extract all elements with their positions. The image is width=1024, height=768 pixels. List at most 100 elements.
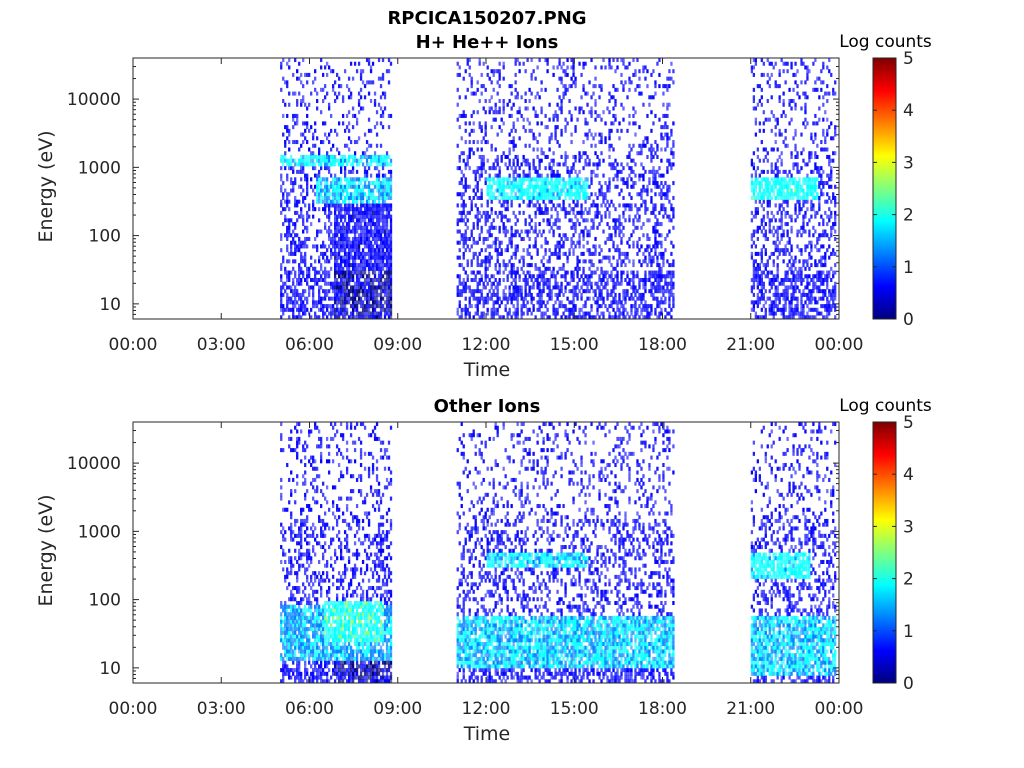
spectrogram-cell [612,300,615,305]
spectrogram-cell [578,169,581,174]
spectrogram-cell [300,259,303,264]
spectrogram-cell [594,281,597,286]
spectrogram-cell [586,296,589,301]
spectrogram-cell [327,102,331,107]
spectrogram-cell [339,154,343,159]
spectrogram-cell [347,158,351,163]
spectrogram-cell [502,222,505,227]
spectrogram-cell [596,207,599,212]
spectrogram-cell [540,151,543,156]
spectrogram-cell [642,184,645,189]
spectrogram-cell [389,225,393,230]
spectrogram-cell [750,233,754,238]
spectrogram-cell [578,184,581,189]
spectrogram-cell [514,233,517,238]
spectrogram-cell [632,274,635,279]
spectrogram-cell [337,281,341,286]
spectrogram-cell [357,136,361,141]
spectrogram-cell [548,102,551,107]
spectrogram-cell [508,177,511,182]
spectrogram-cell [760,218,763,223]
spectrogram-cell [349,169,353,174]
spectrogram-cell [316,233,319,238]
spectrogram-cell [280,158,283,163]
spectrogram-cell [310,222,313,227]
spectrogram-cell [510,140,513,145]
spectrogram-cell [558,248,561,253]
spectrogram-cell [363,222,367,227]
spectrogram-cell [341,214,345,219]
spectrogram-cell [329,158,333,163]
spectrogram-cell [654,169,657,174]
spectrogram-cell [371,255,375,260]
spectrogram-cell [784,143,787,148]
spectrogram-cell [324,289,327,294]
spectrogram-cell [542,315,545,320]
spectrogram-cell [389,195,393,200]
spectrogram-cell [381,266,385,271]
spectrogram-cell [318,207,321,212]
spectrogram-cell [666,166,669,171]
spectrogram-cell [343,244,347,249]
spectrogram-cell [462,184,465,189]
spectrogram-cell [316,99,319,104]
spectrogram-cell [614,274,617,279]
spectrogram-cell [750,184,754,189]
spectrogram-cell [562,181,565,186]
spectrogram-cell [586,132,589,137]
spectrogram-cell [458,300,461,305]
spectrogram-cell [324,210,327,215]
spectrogram-cell [518,181,521,186]
spectrogram-cell [608,225,611,230]
spectrogram-cell [764,154,767,159]
spectrogram-cell [572,210,575,215]
spectrogram-cell [548,140,551,145]
spectrogram-cell [377,162,381,167]
spectrogram-cell [460,281,463,286]
spectrogram-cell [329,199,333,204]
spectrogram-cell [296,210,299,215]
spectrogram-cell [616,128,619,133]
spectrogram-cell [582,270,585,275]
spectrogram-cell [343,277,347,283]
spectrogram-cell [530,296,533,301]
spectrogram-cell [576,117,579,122]
spectrogram-cell [650,169,653,174]
spectrogram-cell [302,95,305,100]
spectrogram-cell [345,229,349,234]
spectrogram-cell [568,99,571,104]
spectrogram-cell [600,117,603,122]
spectrogram-cell [322,315,325,320]
spectrogram-cell [538,210,541,215]
spectrogram-cell [752,292,756,297]
spectrogram-cell [622,311,625,316]
spectrogram-cell [385,218,389,223]
spectrogram-cell [290,248,293,253]
spectrogram-cell [367,188,371,193]
spectrogram-cell [516,110,519,115]
spectrogram-cell [514,292,517,297]
spectrogram-cell [312,158,315,163]
spectrogram-cell [610,292,613,297]
spectrogram-cell [288,132,291,137]
spectrogram-cell [349,311,353,316]
spectrogram-cell [359,195,363,200]
spectrogram-cell [496,285,499,290]
spectrogram-cell [752,106,756,111]
spectrogram-cell [359,87,363,92]
spectrogram-cell [604,65,607,70]
spectrogram-cell [460,203,463,208]
spectrogram-cell [379,289,383,294]
spectrogram-cell [302,99,305,104]
spectrogram-cell [387,207,391,212]
spectrogram-cell [644,300,647,305]
spectrogram-cell [387,154,391,159]
spectrogram-cell [347,292,351,297]
spectrogram-cell [361,304,365,309]
spectrogram-cell [762,270,765,275]
spectrogram-cell [314,281,317,286]
spectrogram-cell [552,195,555,200]
spectrogram-cell [280,184,283,189]
spectrogram-cell [335,311,339,316]
spectrogram-cell [612,240,615,245]
